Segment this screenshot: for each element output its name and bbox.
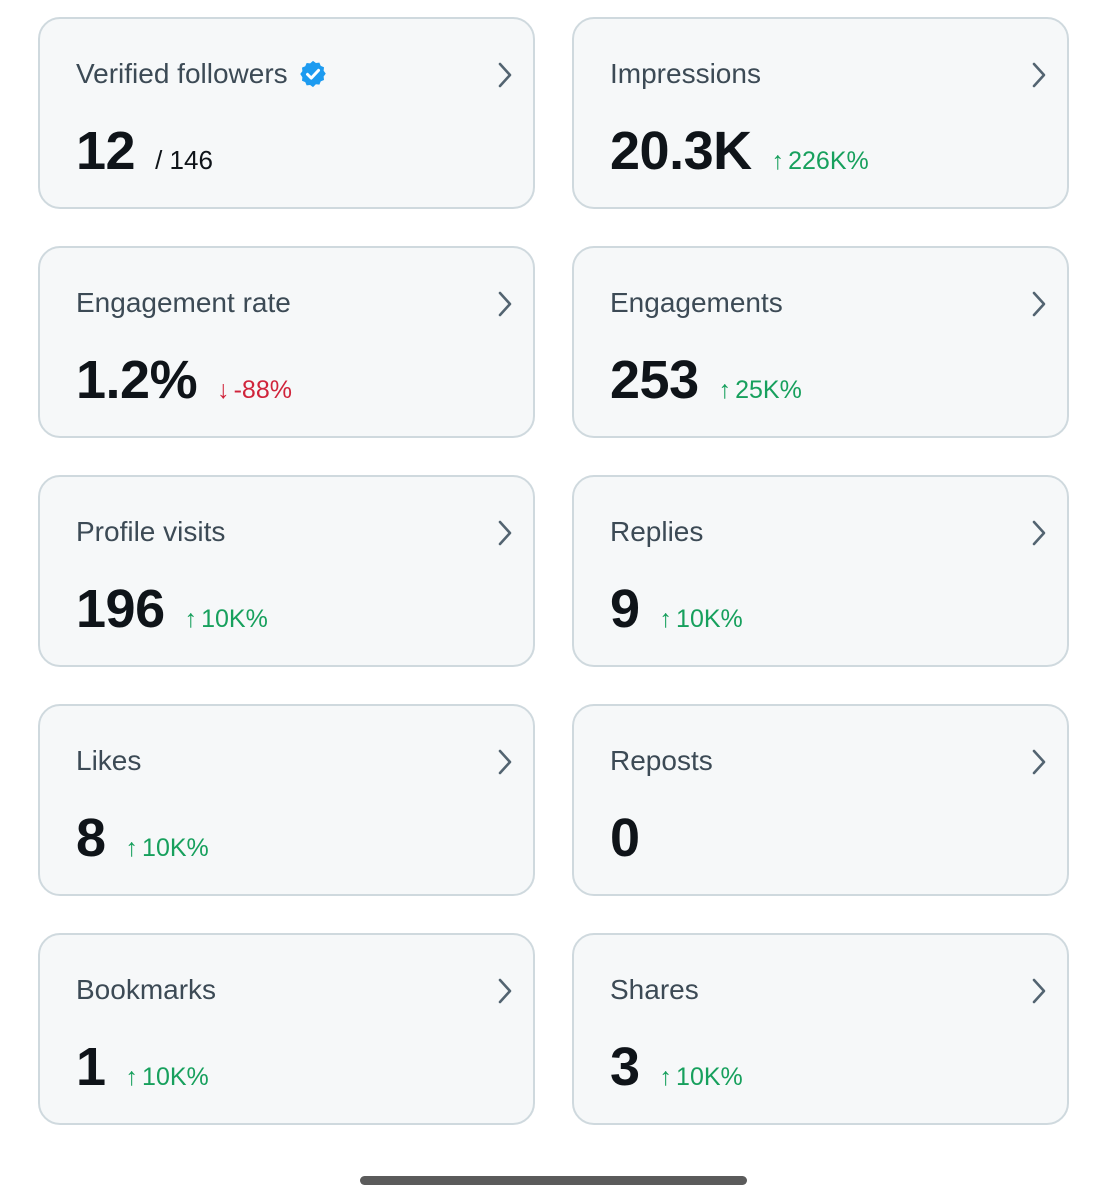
- metric-title-label: Replies: [610, 516, 704, 547]
- metric-card-engagement-rate[interactable]: Engagement rate 1.2% ↓ -88%: [38, 246, 535, 438]
- metric-value: 1: [76, 1037, 106, 1097]
- arrow-up-icon: ↑: [184, 605, 198, 633]
- metric-title: Engagement rate: [76, 286, 291, 320]
- metric-title-label: Profile visits: [76, 516, 226, 547]
- chevron-right-icon[interactable]: [1029, 977, 1049, 1005]
- metric-change: ↑ 10K%: [660, 1063, 743, 1092]
- metric-change: ↓ -88%: [217, 376, 292, 405]
- arrow-up-icon: ↑: [771, 147, 785, 175]
- chevron-right-icon[interactable]: [1029, 748, 1049, 776]
- metric-value-row: 253 ↑ 25K%: [610, 348, 802, 412]
- metric-title: Reposts: [610, 744, 713, 778]
- metric-card-replies[interactable]: Replies 9 ↑ 10K%: [572, 475, 1069, 667]
- metric-card-bookmarks[interactable]: Bookmarks 1 ↑ 10K%: [38, 933, 535, 1125]
- metric-change: ↑ 10K%: [126, 834, 209, 863]
- metric-change: ↑ 10K%: [126, 1063, 209, 1092]
- metric-title: Impressions: [610, 57, 761, 91]
- metric-card-impressions[interactable]: Impressions 20.3K ↑ 226K%: [572, 17, 1069, 209]
- metric-change: ↑ 10K%: [660, 605, 743, 634]
- arrow-down-icon: ↓: [217, 376, 230, 404]
- metric-value-row: 0: [610, 806, 640, 870]
- metric-change-value: 10K%: [676, 605, 743, 633]
- metric-change-value: 226K%: [788, 147, 869, 175]
- metric-title: Shares: [610, 973, 699, 1007]
- arrow-up-icon: ↑: [125, 834, 139, 862]
- metric-change-value: 25K%: [735, 376, 802, 404]
- metric-change-value: 10K%: [201, 605, 268, 633]
- metrics-grid: Verified followers 12 / 146 Impressions 20.3…: [38, 17, 1069, 1125]
- metric-change-value: -88%: [233, 376, 292, 404]
- metric-value: 20.3K: [610, 121, 752, 181]
- chevron-right-icon[interactable]: [1029, 61, 1049, 89]
- arrow-up-icon: ↑: [659, 605, 673, 633]
- metric-value: 8: [76, 808, 106, 868]
- metric-title: Engagements: [610, 286, 783, 320]
- metric-title: Replies: [610, 515, 703, 549]
- chevron-right-icon[interactable]: [495, 519, 515, 547]
- metric-value-row: 1 ↑ 10K%: [76, 1035, 209, 1099]
- metric-value-row: 9 ↑ 10K%: [610, 577, 743, 641]
- metric-title-label: Engagement rate: [76, 287, 291, 318]
- metric-value-row: 8 ↑ 10K%: [76, 806, 209, 870]
- metric-title: Verified followers: [76, 57, 328, 91]
- chevron-right-icon[interactable]: [1029, 290, 1049, 318]
- metric-change: ↑ 25K%: [719, 376, 802, 405]
- metric-card-likes[interactable]: Likes 8 ↑ 10K%: [38, 704, 535, 896]
- metric-change: ↑ 10K%: [185, 605, 268, 634]
- metric-title: Profile visits: [76, 515, 225, 549]
- metric-value-row: 1.2% ↓ -88%: [76, 348, 292, 412]
- arrow-up-icon: ↑: [659, 1063, 673, 1091]
- chevron-right-icon[interactable]: [495, 290, 515, 318]
- metric-card-verified-followers[interactable]: Verified followers 12 / 146: [38, 17, 535, 209]
- metric-change-value: 10K%: [142, 834, 209, 862]
- arrow-up-icon: ↑: [718, 376, 732, 404]
- metric-title-label: Engagements: [610, 287, 783, 318]
- metric-card-profile-visits[interactable]: Profile visits 196 ↑ 10K%: [38, 475, 535, 667]
- metric-change: ↑ 226K%: [772, 147, 869, 176]
- metric-title: Likes: [76, 744, 141, 778]
- chevron-right-icon[interactable]: [1029, 519, 1049, 547]
- metric-value: 196: [76, 579, 165, 639]
- metric-card-engagements[interactable]: Engagements 253 ↑ 25K%: [572, 246, 1069, 438]
- metric-value: 9: [610, 579, 640, 639]
- metric-title-label: Shares: [610, 974, 699, 1005]
- chevron-right-icon[interactable]: [495, 748, 515, 776]
- metric-value-row: 3 ↑ 10K%: [610, 1035, 743, 1099]
- metric-title-label: Impressions: [610, 58, 761, 89]
- metric-card-reposts[interactable]: Reposts 0: [572, 704, 1069, 896]
- metric-title-label: Bookmarks: [76, 974, 217, 1005]
- metric-card-shares[interactable]: Shares 3 ↑ 10K%: [572, 933, 1069, 1125]
- metric-value: 3: [610, 1037, 640, 1097]
- home-indicator: [360, 1176, 747, 1185]
- metric-value: 0: [610, 808, 640, 868]
- metric-title: Bookmarks: [76, 973, 216, 1007]
- metric-value-row: 20.3K ↑ 226K%: [610, 119, 869, 183]
- metric-title-label: Likes: [76, 745, 142, 776]
- metric-value: 12: [76, 121, 136, 181]
- metric-value-row: 196 ↑ 10K%: [76, 577, 268, 641]
- arrow-up-icon: ↑: [125, 1063, 139, 1091]
- chevron-right-icon[interactable]: [495, 61, 515, 89]
- metric-change-value: 10K%: [676, 1063, 743, 1091]
- metric-value: 253: [610, 350, 699, 410]
- verified-badge-icon: [299, 60, 326, 88]
- metric-total: / 146: [155, 145, 213, 175]
- metric-value: 1.2%: [76, 350, 198, 410]
- metric-title-label: Verified followers: [76, 58, 288, 89]
- metric-value-row: 12 / 146: [76, 119, 213, 183]
- metric-title-label: Reposts: [610, 745, 713, 776]
- metric-change-value: 10K%: [142, 1063, 209, 1091]
- chevron-right-icon[interactable]: [495, 977, 515, 1005]
